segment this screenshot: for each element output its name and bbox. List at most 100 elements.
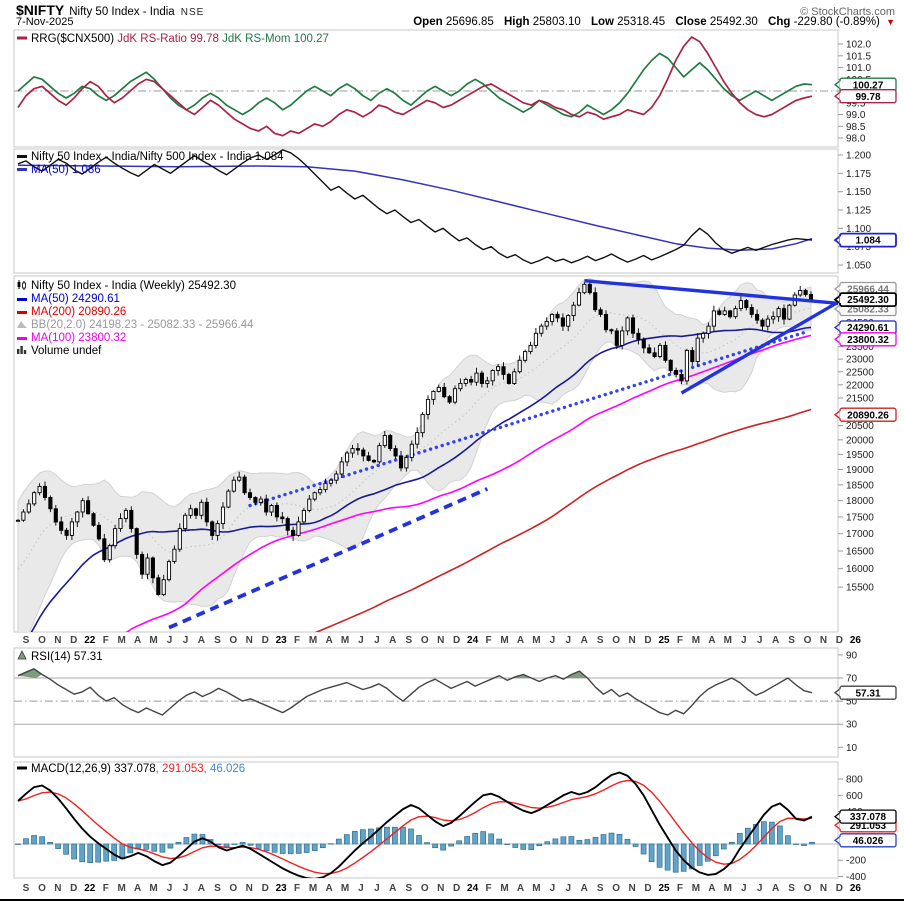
chg-label: Chg	[768, 16, 791, 28]
svg-text:-400: -400	[846, 872, 866, 883]
svg-text:F: F	[294, 883, 300, 894]
svg-text:1.175: 1.175	[846, 169, 871, 180]
svg-text:M: M	[692, 635, 700, 646]
svg-text:16500: 16500	[846, 547, 874, 558]
svg-text:N: N	[54, 883, 61, 894]
open-label: Open	[413, 16, 443, 28]
svg-text:101.0: 101.0	[846, 63, 871, 74]
svg-text:1.200: 1.200	[846, 151, 871, 162]
svg-text:M: M	[149, 883, 157, 894]
svg-text:22000: 22000	[846, 380, 874, 391]
svg-text:23500: 23500	[846, 342, 874, 353]
svg-text:25492.30: 25492.30	[847, 295, 889, 306]
svg-text:25: 25	[658, 883, 670, 894]
svg-text:21500: 21500	[846, 394, 874, 405]
svg-text:M: M	[724, 883, 732, 894]
svg-text:J: J	[167, 883, 173, 894]
svg-text:D: D	[836, 883, 843, 894]
svg-text:S: S	[405, 635, 412, 646]
svg-text:57.31: 57.31	[855, 688, 880, 699]
svg-text:22: 22	[84, 635, 96, 646]
svg-text:20500: 20500	[846, 421, 874, 432]
svg-text:MA(50) 24290.61: MA(50) 24290.61	[31, 293, 120, 305]
svg-text:A: A	[325, 883, 332, 894]
svg-text:A: A	[772, 883, 779, 894]
rsi-panel: 10 30 50 70 90 57.31 RSI(14) 57.31	[0, 646, 904, 760]
svg-text:101.5: 101.5	[846, 51, 871, 62]
svg-text:MACD(12,26,9) 337.078, 291.053: MACD(12,26,9) 337.078, 291.053, 46.026	[31, 763, 245, 775]
svg-text:99.0: 99.0	[846, 110, 866, 121]
svg-text:M: M	[692, 883, 700, 894]
svg-text:F: F	[677, 883, 683, 894]
svg-text:19500: 19500	[846, 450, 874, 461]
low-label: Low	[590, 16, 614, 28]
svg-text:Volume undef: Volume undef	[31, 345, 102, 357]
svg-text:MA(100) 23800.32: MA(100) 23800.32	[31, 332, 126, 344]
svg-text:A: A	[198, 883, 205, 894]
svg-text:J: J	[183, 635, 189, 646]
svg-text:F: F	[677, 635, 683, 646]
svg-text:D: D	[453, 883, 460, 894]
svg-text:O: O	[612, 883, 620, 894]
svg-text:23: 23	[276, 635, 288, 646]
svg-text:J: J	[757, 635, 763, 646]
svg-text:17000: 17000	[846, 529, 874, 540]
svg-text:F: F	[485, 883, 491, 894]
svg-text:90: 90	[846, 650, 858, 661]
svg-text:F: F	[294, 635, 300, 646]
svg-text:O: O	[38, 883, 46, 894]
svg-text:F: F	[485, 635, 491, 646]
svg-text:98.5: 98.5	[846, 122, 866, 133]
svg-text:19000: 19000	[846, 465, 874, 476]
svg-text:1.084: 1.084	[855, 236, 880, 247]
svg-text:A: A	[134, 635, 141, 646]
svg-text:23000: 23000	[846, 355, 874, 366]
svg-text:J: J	[741, 883, 747, 894]
svg-text:99.78: 99.78	[855, 92, 880, 103]
svg-text:J: J	[741, 635, 747, 646]
svg-text:1.150: 1.150	[846, 187, 871, 198]
svg-text:D: D	[70, 635, 77, 646]
svg-text:D: D	[836, 635, 843, 646]
svg-text:23800.32: 23800.32	[847, 335, 889, 346]
svg-text:A: A	[389, 883, 396, 894]
svg-text:A: A	[708, 635, 715, 646]
svg-text:26: 26	[850, 883, 862, 894]
svg-text:18000: 18000	[846, 496, 874, 507]
svg-text:J: J	[757, 883, 763, 894]
svg-text:D: D	[262, 635, 269, 646]
high-value: 25803.10	[532, 16, 581, 28]
svg-text:J: J	[167, 635, 173, 646]
svg-text:17500: 17500	[846, 513, 874, 524]
svg-text:25: 25	[658, 635, 670, 646]
change-down-icon: ▼	[886, 17, 895, 27]
svg-text:M: M	[341, 883, 349, 894]
svg-text:J: J	[183, 883, 189, 894]
svg-text:A: A	[198, 635, 205, 646]
svg-text:100.27: 100.27	[853, 80, 884, 91]
svg-text:N: N	[820, 635, 827, 646]
svg-text:1.100: 1.100	[846, 224, 871, 235]
svg-text:N: N	[246, 883, 253, 894]
svg-text:S: S	[405, 883, 412, 894]
svg-text:O: O	[612, 635, 620, 646]
low-value: 25318.45	[617, 16, 666, 28]
svg-text:S: S	[788, 635, 795, 646]
svg-text:26: 26	[850, 635, 862, 646]
svg-text:M: M	[149, 635, 157, 646]
svg-text:J: J	[566, 635, 572, 646]
chart-date: 7-Nov-2025	[16, 16, 74, 28]
svg-text:46.026: 46.026	[853, 836, 884, 847]
svg-text:M: M	[532, 635, 540, 646]
svg-text:1.125: 1.125	[846, 206, 871, 217]
svg-text:M: M	[309, 883, 317, 894]
svg-text:A: A	[772, 635, 779, 646]
svg-text:A: A	[389, 635, 396, 646]
svg-text:N: N	[820, 883, 827, 894]
svg-text:S: S	[788, 883, 795, 894]
svg-text:MA(200) 20890.26: MA(200) 20890.26	[31, 306, 126, 318]
svg-text:J: J	[566, 883, 572, 894]
svg-text:A: A	[517, 635, 524, 646]
svg-text:S: S	[23, 635, 30, 646]
svg-text:800: 800	[846, 775, 863, 786]
